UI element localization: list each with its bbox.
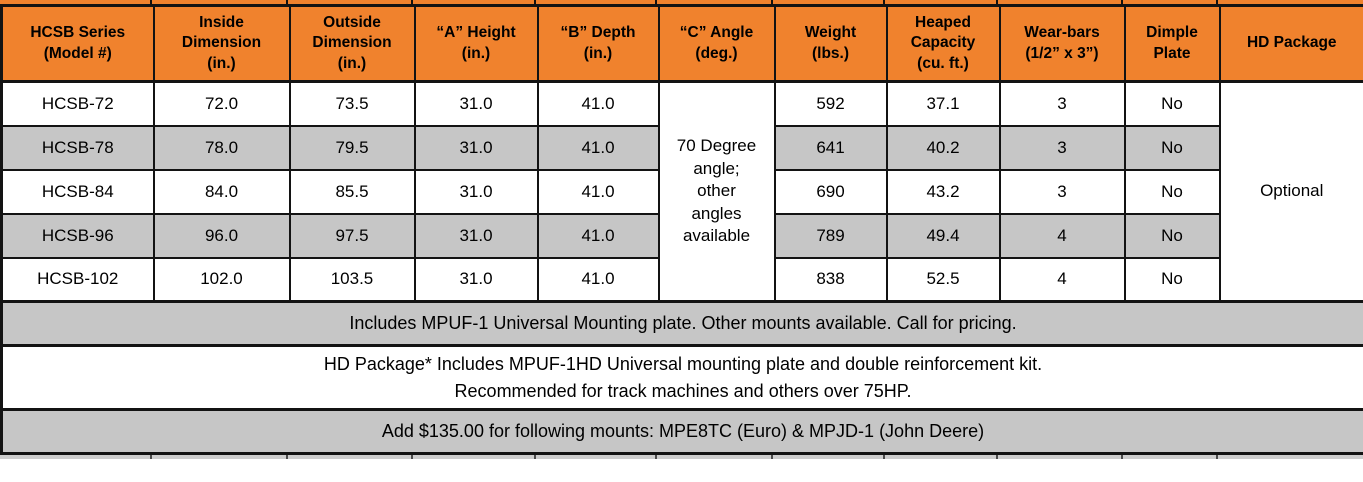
- cell-b-depth: 41.0: [536, 212, 660, 259]
- cell-wear-bars: 4: [998, 212, 1126, 259]
- cell-outside-dimension: 97.5: [288, 212, 416, 259]
- cell-inside-dimension: 72.0: [152, 80, 291, 127]
- cell-b-depth: 41.0: [536, 256, 660, 303]
- column-tick: [657, 0, 773, 4]
- header-wear-bars: Wear-bars (1/2” x 3”): [998, 4, 1126, 83]
- cell-model: HCSB-72: [0, 80, 155, 127]
- column-tick: [885, 455, 998, 459]
- cell-heaped-capacity: 43.2: [885, 168, 1001, 215]
- cell-heaped-capacity: 40.2: [885, 124, 1001, 171]
- cell-heaped-capacity: 52.5: [885, 256, 1001, 303]
- cell-outside-dimension: 73.5: [288, 80, 416, 127]
- column-tick: [1123, 455, 1218, 459]
- cell-wear-bars: 3: [998, 80, 1126, 127]
- mount-pricing-note: Add $135.00 for following mounts: MPE8TC…: [0, 408, 1363, 455]
- table-row: HCSB-96 96.0 97.5 31.0 41.0 789 49.4 4 N…: [0, 212, 1363, 259]
- cell-heaped-capacity: 49.4: [885, 212, 1001, 259]
- column-tick: [152, 455, 288, 459]
- table-row: HCSB-102 102.0 103.5 31.0 41.0 838 52.5 …: [0, 256, 1363, 303]
- cell-wear-bars: 3: [998, 168, 1126, 215]
- column-tick: [536, 0, 657, 4]
- cell-b-depth: 41.0: [536, 80, 660, 127]
- header-c-angle: “C” Angle (deg.): [657, 4, 776, 83]
- column-tick: [1218, 455, 1363, 459]
- column-tick: [152, 0, 288, 4]
- cell-a-height: 31.0: [413, 168, 539, 215]
- column-tick: [885, 0, 998, 4]
- column-tick: [657, 455, 773, 459]
- header-weight: Weight (lbs.): [773, 4, 888, 83]
- hd-package-note: HD Package* Includes MPUF-1HD Universal …: [0, 344, 1363, 411]
- column-tick: [536, 455, 657, 459]
- cell-weight: 789: [773, 212, 888, 259]
- header-b-depth: “B” Depth (in.): [536, 4, 660, 83]
- cell-c-angle-merged: 70 Degree angle; other angles available: [657, 80, 776, 303]
- cell-outside-dimension: 103.5: [288, 256, 416, 303]
- cell-a-height: 31.0: [413, 124, 539, 171]
- column-tick: [998, 0, 1123, 4]
- column-tick: [0, 455, 152, 459]
- footer-row-mount-pricing-note: Add $135.00 for following mounts: MPE8TC…: [0, 408, 1363, 455]
- footer-row-mounting-note: Includes MPUF-1 Universal Mounting plate…: [0, 300, 1363, 347]
- table-row: HCSB-72 72.0 73.5 31.0 41.0 70 Degree an…: [0, 80, 1363, 303]
- table-row: HCSB-78 78.0 79.5 31.0 41.0 641 40.2 3 N…: [0, 124, 1363, 171]
- table-row: HCSB-84 84.0 85.5 31.0 41.0 690 43.2 3 N…: [0, 168, 1363, 215]
- cell-heaped-capacity: 37.1: [885, 80, 1001, 127]
- hcsb-spec-table: HCSB Series (Model #) Inside Dimension (…: [0, 4, 1363, 455]
- column-tick: [998, 455, 1123, 459]
- column-tick: [1218, 0, 1363, 4]
- bottom-edge-strip: [0, 455, 1363, 459]
- cell-dimple-plate: No: [1123, 256, 1221, 303]
- cell-hd-package-merged: Optional: [1218, 80, 1363, 303]
- cell-model: HCSB-96: [0, 212, 155, 259]
- cell-outside-dimension: 79.5: [288, 124, 416, 171]
- cell-a-height: 31.0: [413, 80, 539, 127]
- cell-b-depth: 41.0: [536, 124, 660, 171]
- cell-a-height: 31.0: [413, 212, 539, 259]
- cell-weight: 838: [773, 256, 888, 303]
- cell-model: HCSB-78: [0, 124, 155, 171]
- cell-wear-bars: 4: [998, 256, 1126, 303]
- column-tick: [1123, 0, 1218, 4]
- footer-row-hd-package-note: HD Package* Includes MPUF-1HD Universal …: [0, 344, 1363, 411]
- cell-model: HCSB-84: [0, 168, 155, 215]
- header-dimple-plate: Dimple Plate: [1123, 4, 1221, 83]
- column-tick: [413, 455, 536, 459]
- column-tick: [0, 0, 152, 4]
- column-tick: [288, 0, 413, 4]
- column-tick: [773, 455, 885, 459]
- spec-sheet: HCSB Series (Model #) Inside Dimension (…: [0, 0, 1363, 459]
- cell-inside-dimension: 102.0: [152, 256, 291, 303]
- header-model: HCSB Series (Model #): [0, 4, 155, 83]
- column-tick: [413, 0, 536, 4]
- cell-dimple-plate: No: [1123, 124, 1221, 171]
- cell-a-height: 31.0: [413, 256, 539, 303]
- cell-dimple-plate: No: [1123, 80, 1221, 127]
- column-tick: [288, 455, 413, 459]
- mounting-note: Includes MPUF-1 Universal Mounting plate…: [0, 300, 1363, 347]
- cell-dimple-plate: No: [1123, 168, 1221, 215]
- cell-inside-dimension: 96.0: [152, 212, 291, 259]
- header-hd-package: HD Package: [1218, 4, 1363, 83]
- cell-model: HCSB-102: [0, 256, 155, 303]
- cell-inside-dimension: 84.0: [152, 168, 291, 215]
- cell-wear-bars: 3: [998, 124, 1126, 171]
- header-heaped-capacity: Heaped Capacity (cu. ft.): [885, 4, 1001, 83]
- cell-b-depth: 41.0: [536, 168, 660, 215]
- header-inside-dimension: Inside Dimension (in.): [152, 4, 291, 83]
- cell-dimple-plate: No: [1123, 212, 1221, 259]
- cell-weight: 641: [773, 124, 888, 171]
- column-tick: [773, 0, 885, 4]
- cell-weight: 592: [773, 80, 888, 127]
- header-a-height: “A” Height (in.): [413, 4, 539, 83]
- header-row: HCSB Series (Model #) Inside Dimension (…: [0, 4, 1363, 83]
- header-outside-dimension: Outside Dimension (in.): [288, 4, 416, 83]
- cell-inside-dimension: 78.0: [152, 124, 291, 171]
- cell-outside-dimension: 85.5: [288, 168, 416, 215]
- top-edge-strip: [0, 0, 1363, 4]
- cell-weight: 690: [773, 168, 888, 215]
